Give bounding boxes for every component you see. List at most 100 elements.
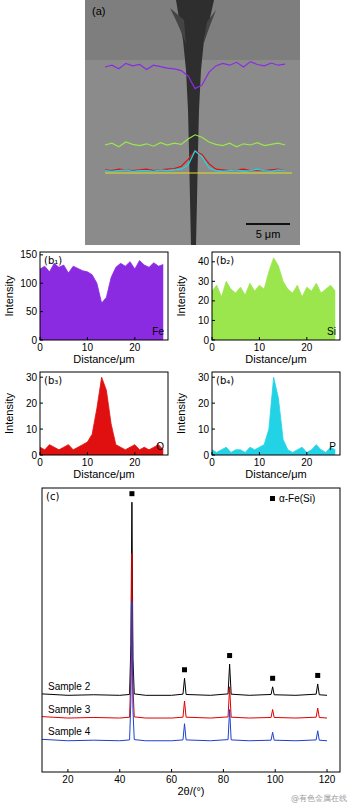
frame xyxy=(40,372,168,455)
y-tick xyxy=(212,455,215,456)
legend: α-Fe(Si) xyxy=(270,493,315,504)
y-tick xyxy=(212,340,215,341)
plot-area xyxy=(212,258,335,340)
y-axis-label: Intensity xyxy=(175,393,187,434)
x-tick xyxy=(87,337,88,340)
y-tick-label: 0 xyxy=(31,450,37,461)
frame xyxy=(40,252,168,340)
x-tick xyxy=(134,337,135,340)
y-tick-label: 50 xyxy=(26,306,38,317)
y-tick-label: 10 xyxy=(26,424,38,435)
area-outline xyxy=(40,377,163,450)
x-axis-label: Distance/μm xyxy=(245,468,306,480)
x-tick xyxy=(306,337,307,340)
series-label: Sample 2 xyxy=(48,681,91,692)
xrd-line xyxy=(42,502,327,695)
panel-label: (b₃) xyxy=(44,375,62,386)
y-tick-label: 0 xyxy=(31,335,37,346)
y-tick xyxy=(40,403,43,404)
overlay-line-scan xyxy=(105,135,285,147)
element-label: O xyxy=(156,441,164,452)
legend-label: α-Fe(Si) xyxy=(279,493,315,504)
y-tick xyxy=(40,455,43,456)
frame xyxy=(212,252,340,340)
x-tick xyxy=(275,769,276,772)
area-fill xyxy=(40,377,163,455)
legend-marker xyxy=(270,496,275,501)
y-tick-label: 20 xyxy=(198,398,210,409)
plot-area xyxy=(40,261,163,340)
overlay-line-scan xyxy=(105,62,285,89)
phase-marker xyxy=(270,676,275,681)
chart-panel: 204060801001202θ/(°)(c)Sample 2Sample 3S… xyxy=(42,488,340,797)
area-outline xyxy=(212,377,335,452)
x-tick-label: 10 xyxy=(254,457,266,468)
x-tick xyxy=(134,452,135,455)
x-tick-label: 20 xyxy=(129,457,141,468)
chart-panel: 010200102030Distance/μmIntensity(b₃)O xyxy=(3,372,168,480)
x-tick xyxy=(223,769,224,772)
y-tick-label: 40 xyxy=(198,256,210,267)
plot-area xyxy=(42,491,327,741)
area-outline xyxy=(40,261,163,304)
overlay-line-scan xyxy=(105,151,285,171)
plot-area xyxy=(40,377,163,455)
x-tick-label: 0 xyxy=(209,342,215,353)
y-tick-label: 30 xyxy=(26,372,38,383)
y-axis-label: Intensity xyxy=(3,393,15,434)
x-axis-label: Distance/μm xyxy=(73,353,134,365)
x-axis-label: Distance/μm xyxy=(73,468,134,480)
y-tick xyxy=(212,300,215,301)
scale-bar xyxy=(246,223,290,225)
x-tick xyxy=(67,769,68,772)
y-tick xyxy=(212,261,215,262)
x-tick xyxy=(171,769,172,772)
x-tick xyxy=(259,337,260,340)
phase-marker xyxy=(129,491,134,496)
chart-panel: 010200102030Distance/μmIntensity(b₄)P xyxy=(175,372,340,480)
area-fill xyxy=(212,377,335,455)
element-label: P xyxy=(329,441,336,452)
panel-label: (b₄) xyxy=(216,375,234,386)
x-tick-label: 10 xyxy=(82,457,94,468)
x-tick-label: 40 xyxy=(114,774,126,785)
y-tick xyxy=(212,429,215,430)
xrd-line xyxy=(42,553,327,718)
x-tick xyxy=(87,452,88,455)
x-tick-label: 10 xyxy=(82,342,94,353)
y-tick-label: 20 xyxy=(198,295,210,306)
element-label: Fe xyxy=(152,326,164,337)
panel-label: (c) xyxy=(46,491,59,502)
area-fill xyxy=(212,258,335,340)
panel-label: (b₂) xyxy=(216,255,234,266)
scale-bar-label: 5 μm xyxy=(256,228,281,240)
frame xyxy=(42,488,340,772)
x-tick xyxy=(119,769,120,772)
y-tick-label: 30 xyxy=(198,372,210,383)
y-tick xyxy=(212,281,215,282)
phase-marker xyxy=(315,673,320,678)
y-tick xyxy=(212,403,215,404)
y-tick xyxy=(40,311,43,312)
micrograph-background xyxy=(85,0,300,245)
x-axis-label: Distance/μm xyxy=(245,353,306,365)
x-tick-label: 120 xyxy=(319,774,336,785)
x-tick-label: 100 xyxy=(267,774,284,785)
micrograph-panel: (a)5 μm xyxy=(85,0,300,245)
y-tick-label: 100 xyxy=(20,278,37,289)
area-fill xyxy=(40,261,163,340)
scan-baseline xyxy=(105,172,292,173)
x-tick-label: 20 xyxy=(62,774,74,785)
x-tick-label: 20 xyxy=(301,342,313,353)
y-tick xyxy=(212,377,215,378)
y-axis-label: Intensity xyxy=(175,275,187,316)
y-tick xyxy=(40,254,43,255)
x-tick-label: 20 xyxy=(129,342,141,353)
y-tick-label: 0 xyxy=(203,450,209,461)
y-tick-label: 20 xyxy=(26,398,38,409)
x-tick-label: 10 xyxy=(254,342,266,353)
element-label: Si xyxy=(327,326,336,337)
x-tick-label: 60 xyxy=(166,774,178,785)
y-axis-label: Intensity xyxy=(3,275,15,316)
x-tick xyxy=(306,452,307,455)
